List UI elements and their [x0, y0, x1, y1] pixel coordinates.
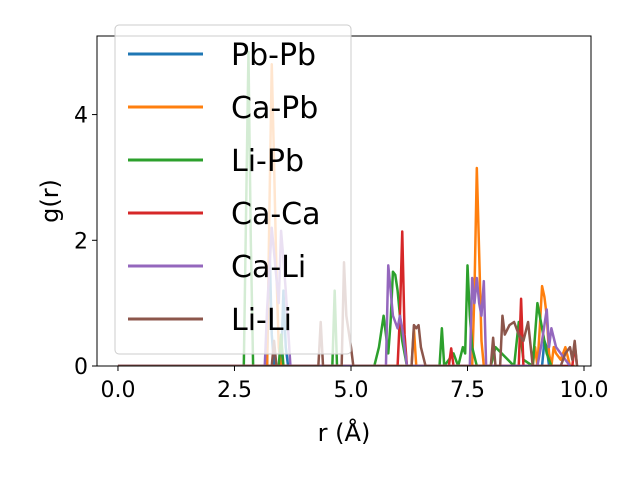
x-tick-label: 2.5: [217, 378, 252, 403]
x-tick-label: 5.0: [333, 378, 368, 403]
y-tick-label: 2: [74, 229, 88, 254]
x-axis-ticks: 0.0 2.5 5.0 7.5 10.0: [100, 366, 609, 403]
legend-label: Ca-Ca: [231, 197, 321, 232]
y-tick-label: 4: [74, 104, 88, 129]
legend-label: Li-Pb: [231, 144, 304, 179]
legend-entries: Pb-Pb Ca-Pb Li-Pb Ca-Ca Ca-Li Li-Li: [128, 38, 321, 338]
legend: Pb-Pb Ca-Pb Li-Pb Ca-Ca Ca-Li Li-Li: [114, 24, 352, 355]
series-line-ca-ca: [117, 230, 579, 366]
legend-label: Ca-Li: [231, 250, 306, 285]
series-line-li-li: [117, 261, 579, 366]
x-axis-label: r (Å): [318, 418, 371, 447]
y-axis-label: g(r): [36, 179, 64, 223]
legend-label: Li-Li: [231, 303, 292, 338]
legend-label: Ca-Pb: [231, 91, 318, 126]
x-tick-label: 0.0: [100, 378, 135, 403]
x-tick-label: 7.5: [450, 378, 485, 403]
legend-label: Pb-Pb: [231, 38, 316, 73]
y-axis-ticks: 0 2 4: [74, 104, 97, 380]
x-tick-label: 10.0: [560, 378, 609, 403]
y-tick-label: 0: [74, 355, 88, 380]
